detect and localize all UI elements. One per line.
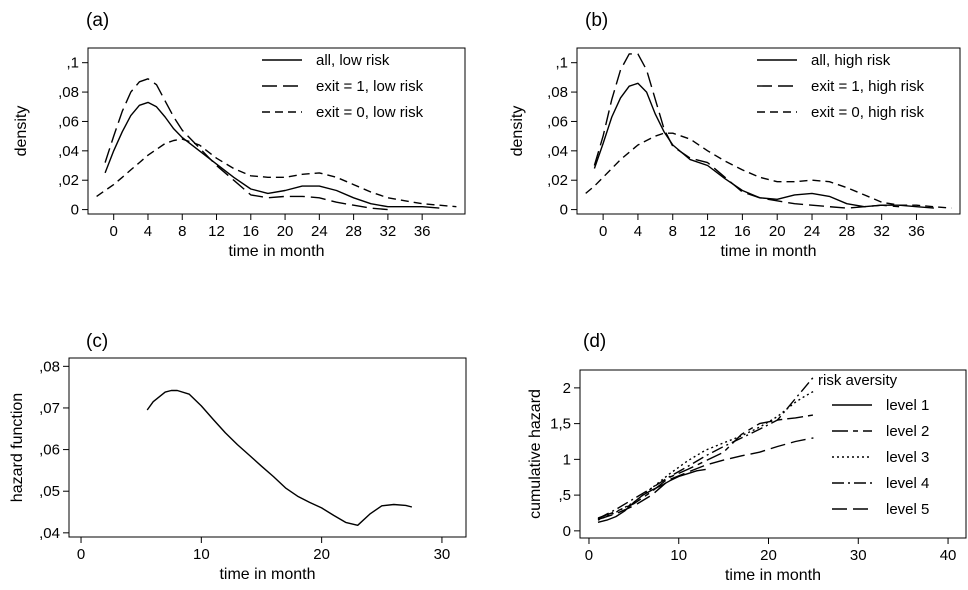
panel-label: (b) [585,10,608,31]
plot-frame [68,357,467,538]
y-tick-label: 1 [563,451,571,468]
x-tick-label: 32 [380,223,397,240]
y-axis-label: density [509,106,526,157]
y-axis-label: density [13,106,30,157]
y-tick-label: ,02 [547,172,568,189]
series-line-1 [104,101,440,209]
panel-c: (c) 0 10 20 30 ,04 ,05 ,06 ,07 ,08 time in month ha… [9,331,467,583]
y-tick-label: ,1 [555,55,568,72]
panel-d: (d) 0 10 20 30 40 0 ,5 1 1,5 2 time in month cumulat… [527,331,967,584]
x-tick-label: 0 [599,223,607,240]
x-axis-label: time in month [228,243,324,260]
series-line-5 [597,437,814,521]
legend-entry: all, high risk [811,52,891,69]
series-line-2 [104,78,388,211]
x-tick-label: 8 [178,223,186,240]
panel-label: (c) [86,331,108,352]
legend-entry: level 2 [886,423,929,440]
x-tick-label: 20 [760,547,777,564]
y-tick-label: ,07 [39,400,60,417]
series-line-3 [597,390,814,521]
plot-frame [87,47,466,215]
x-tick-label: 30 [434,546,451,563]
panel-label: (d) [583,331,606,352]
x-tick-label: 0 [77,546,85,563]
legend-entry: exit = 1, low risk [316,78,424,95]
y-tick-label: 2 [563,380,571,397]
x-tick-label: 8 [669,223,677,240]
legend-entry: level 3 [886,449,929,466]
y-tick-label: ,06 [58,113,79,130]
y-tick-label: ,04 [58,143,79,160]
panel-b: (b) 0 4 8 12 16 20 24 28 32 36 0 ,02 ,04 ,06 ,08 ,1 time … [509,10,961,260]
x-tick-label: 28 [345,223,362,240]
legend-entry: exit = 0, high risk [811,104,924,121]
y-tick-label: ,06 [547,113,568,130]
x-tick-label: 4 [144,223,152,240]
series-line-1 [593,82,934,209]
y-axis-label: cumulative hazard [527,389,544,519]
x-tick-label: 20 [313,546,330,563]
legend: all, high risk exit = 1, high risk exit = … [757,52,924,121]
x-axis-label: time in month [720,243,816,260]
series-line-2 [597,414,814,519]
legend-entry: level 4 [886,475,929,492]
x-tick-label: 40 [940,547,957,564]
legend-entry: all, low risk [316,52,390,69]
x-tick-label: 10 [193,546,210,563]
y-tick-label: 0 [563,523,571,540]
y-tick-label: ,08 [58,84,79,101]
x-tick-label: 12 [208,223,225,240]
y-tick-label: 1,5 [550,416,571,433]
series-line-3 [96,138,457,208]
x-tick-label: 20 [277,223,294,240]
x-tick-label: 10 [670,547,687,564]
y-tick-label: ,1 [66,55,79,72]
series-line-3 [585,132,952,209]
legend-entry: exit = 0, low risk [316,104,424,121]
series-line-1 [146,389,413,526]
plot-frame [579,369,967,539]
legend: risk aversity level 1 level 2 level 3 level … [818,372,929,518]
panel-a: (a) 0 4 8 12 16 20 24 28 32 36 0 ,02 ,04 ,06 ,08 ,1 time … [13,10,466,260]
x-tick-label: 24 [311,223,328,240]
plot-frame [576,47,961,215]
y-tick-label: 0 [560,202,568,219]
x-axis-label: time in month [725,567,821,584]
x-tick-label: 0 [585,547,593,564]
x-tick-label: 16 [242,223,259,240]
x-tick-label: 24 [804,223,821,240]
y-tick-label: ,04 [547,143,568,160]
y-tick-label: 0 [71,202,79,219]
legend-title: risk aversity [818,372,898,389]
y-tick-label: ,02 [58,172,79,189]
x-tick-label: 12 [699,223,716,240]
x-tick-label: 20 [769,223,786,240]
y-axis-label: hazard function [9,393,26,502]
y-tick-label: ,08 [547,84,568,101]
x-tick-label: 0 [110,223,118,240]
series-line-4 [597,376,814,520]
x-tick-label: 32 [873,223,890,240]
x-tick-label: 4 [634,223,642,240]
series-line-1 [597,468,706,523]
y-tick-label: ,06 [39,442,60,459]
legend-entry: exit = 1, high risk [811,78,924,95]
x-tick-label: 36 [908,223,925,240]
legend: all, low risk exit = 1, low risk exit = 0,… [262,52,424,121]
x-tick-label: 16 [734,223,751,240]
x-axis-label: time in month [219,566,315,583]
legend-entry: level 5 [886,501,929,518]
panel-label: (a) [86,10,109,31]
series-line-2 [593,53,900,209]
x-tick-label: 30 [850,547,867,564]
legend-entry: level 1 [886,397,929,414]
y-tick-label: ,04 [39,525,60,542]
y-tick-label: ,5 [558,487,571,504]
x-tick-label: 28 [838,223,855,240]
x-tick-label: 36 [414,223,431,240]
y-tick-label: ,05 [39,483,60,500]
y-tick-label: ,08 [39,358,60,375]
